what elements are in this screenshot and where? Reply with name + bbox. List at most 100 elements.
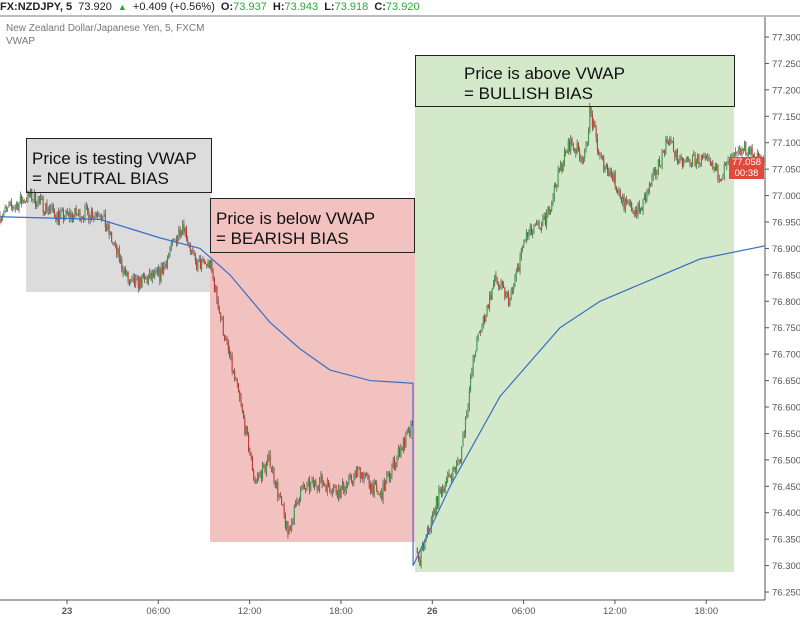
candle-body [114,243,117,245]
candle-body [46,203,48,212]
candle-body [718,179,720,180]
candle-body [711,161,713,165]
candle-body [197,259,199,270]
candle-body [220,312,222,319]
candle-body [217,300,219,310]
candle-body [524,239,526,242]
candle-body [74,208,76,215]
candle-body [326,480,328,492]
candle-body [452,467,454,481]
candle-body [95,213,97,215]
candle-body [156,270,158,273]
price-tick-label: 76.750 [772,323,800,334]
candle-body [756,153,758,160]
candle-body [347,483,349,485]
candle-body [378,494,380,496]
candle-body [343,482,345,493]
last-price-label: 77.058 [731,157,762,168]
candle-body [43,212,45,214]
neutral-annotation: Price is testing VWAP = NEUTRAL BIAS [26,138,212,193]
price-tick-label: 77.300 [772,33,800,44]
candle-body [713,166,715,169]
candle-body [250,455,252,457]
candle-body [246,426,248,435]
candle-body [312,479,314,486]
candle-body [287,521,289,534]
candle-body [670,139,672,143]
candle-body [636,210,638,216]
candle-body [291,521,293,530]
candle-body [161,266,163,274]
candle-body [690,165,692,167]
candle-body [191,249,193,252]
candle-body [264,466,266,473]
candle-body [598,150,600,154]
candle-body [691,154,694,166]
candle-body [395,463,397,470]
candle-body [298,499,300,505]
candle-body [216,286,218,301]
candle-body [270,467,273,470]
price-tick-label: 76.600 [772,403,800,414]
candle-body [587,131,590,143]
price-tick-label: 76.950 [772,218,800,229]
candle-body [434,509,436,516]
candle-body [695,160,697,166]
candle-body [50,208,52,210]
candle-body [348,476,350,484]
candle-body [61,209,63,211]
candle-body [593,121,595,127]
candle-body [546,213,548,225]
candle-body [661,150,663,166]
candle-body [627,201,629,203]
annotation-text: Price is above VWAP [464,64,625,83]
candle-body [467,406,469,415]
candle-body [529,226,531,233]
candle-body [78,210,80,215]
legend-indicator[interactable]: VWAP [6,36,36,47]
candle-body [523,241,525,247]
symbol[interactable]: FX:NZDJPY, 5 [0,1,73,13]
candle-body [286,521,288,528]
close-label: C: [374,1,386,13]
candle-body [605,165,607,167]
candle-body [295,502,297,506]
candle-body [231,355,233,372]
price-tick-label: 76.700 [772,350,800,361]
candle-body [752,154,754,157]
candle-body [480,331,482,333]
candle-body [40,197,42,201]
candle-body [34,192,37,206]
candle-body [33,192,35,201]
candle-body [130,280,132,283]
candle-body [600,155,602,157]
candle-body [582,158,585,162]
candle-body [608,172,610,176]
bullish-annotation: Price is above VWAP = BULLISH BIAS [415,55,735,107]
candle-body [669,139,671,145]
candle-body [515,271,517,278]
candle-body [457,460,459,463]
candle-body [506,292,508,294]
candle-body [354,470,356,475]
candle-body [26,201,28,202]
candle-body [202,258,204,260]
candle-body [137,276,139,289]
candle-body [555,184,557,187]
candle-body [510,291,512,300]
candle-body [142,274,144,277]
candle-body [111,232,113,243]
candle-body [198,259,200,261]
candle-body [424,538,426,550]
candle-body [269,454,271,468]
candle-body [249,451,251,456]
vwap-line [0,216,766,566]
candle-body [519,257,521,272]
candle-body [704,156,706,158]
candle-body [373,482,375,495]
candle-body [676,149,678,162]
legend-title[interactable]: New Zealand Dollar/Japanese Yen, 5, FXCM [6,23,205,34]
candle-body [236,379,238,384]
low-value: 73.918 [334,1,369,13]
